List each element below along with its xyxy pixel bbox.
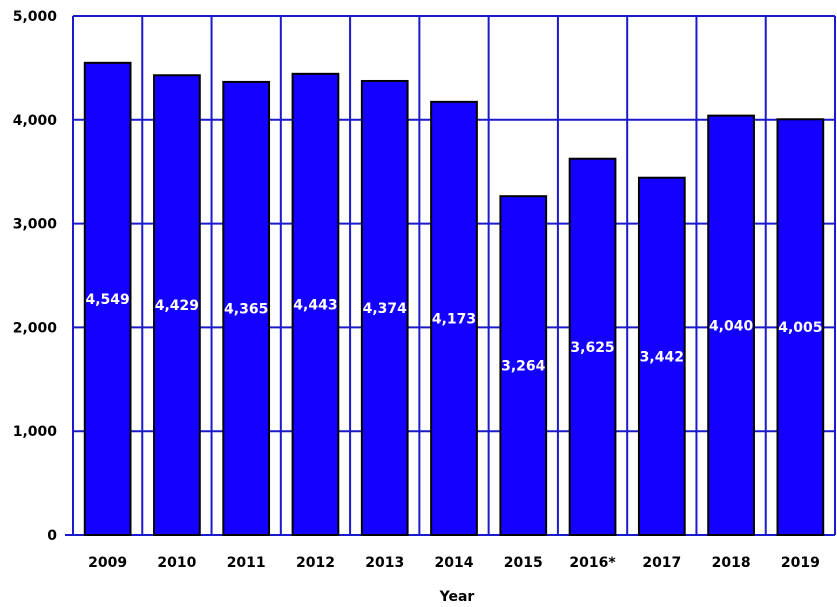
bar-series [83, 61, 825, 537]
x-tick-label: 2017 [642, 555, 681, 571]
data-label: 3,625 [570, 340, 614, 356]
bar-2016 [568, 157, 617, 536]
x-tick-label: 2018 [712, 555, 751, 571]
bar-2013 [360, 79, 409, 537]
y-axis-ticks: 0 1,000 2,000 3,000 4,000 5,000 [13, 9, 58, 544]
x-axis-ticks: 2009 2010 2011 2012 2013 2014 2015 2016* 2017 201… [88, 555, 820, 571]
y-tick-label: 1,000 [13, 424, 58, 440]
data-label: 4,173 [432, 311, 476, 327]
y-tick-label: 5,000 [13, 9, 58, 25]
x-tick-label: 2015 [504, 555, 543, 571]
bar-2010 [153, 74, 201, 536]
data-label: 4,549 [85, 292, 129, 308]
y-tick-label: 2,000 [13, 320, 58, 336]
x-tick-label: 2013 [365, 555, 404, 571]
y-tick-label: 0 [47, 528, 57, 544]
bar-2019 [776, 118, 825, 536]
bar-2018 [707, 114, 755, 536]
data-label: 4,040 [709, 318, 754, 334]
data-label: 3,442 [640, 349, 684, 365]
data-label: 4,005 [778, 320, 822, 336]
bar-2009 [83, 61, 132, 536]
bar-2014 [430, 100, 478, 537]
bar-2012 [291, 72, 340, 537]
x-tick-label: 2019 [781, 555, 820, 571]
bar-2015 [499, 195, 548, 536]
data-label: 3,264 [501, 359, 546, 375]
bar-2011 [222, 80, 271, 537]
y-tick-label: 4,000 [13, 113, 58, 129]
x-axis-title: Year [439, 589, 475, 605]
x-tick-label: 2009 [88, 555, 127, 571]
data-label: 4,443 [293, 297, 337, 313]
x-tick-label: 2011 [227, 555, 266, 571]
data-label: 4,374 [363, 301, 408, 317]
x-tick-label: 2010 [157, 555, 196, 571]
data-label: 4,365 [224, 301, 268, 317]
x-tick-label: 2012 [296, 555, 335, 571]
data-labels: 4,549 4,429 4,365 4,443 4,374 4,173 3,264 3,625… [85, 292, 822, 375]
x-tick-label: 2014 [435, 555, 474, 571]
data-label: 4,429 [155, 298, 199, 314]
x-tick-label: 2016* [569, 555, 616, 571]
y-tick-label: 3,000 [13, 217, 58, 233]
bar-2017 [637, 176, 686, 536]
